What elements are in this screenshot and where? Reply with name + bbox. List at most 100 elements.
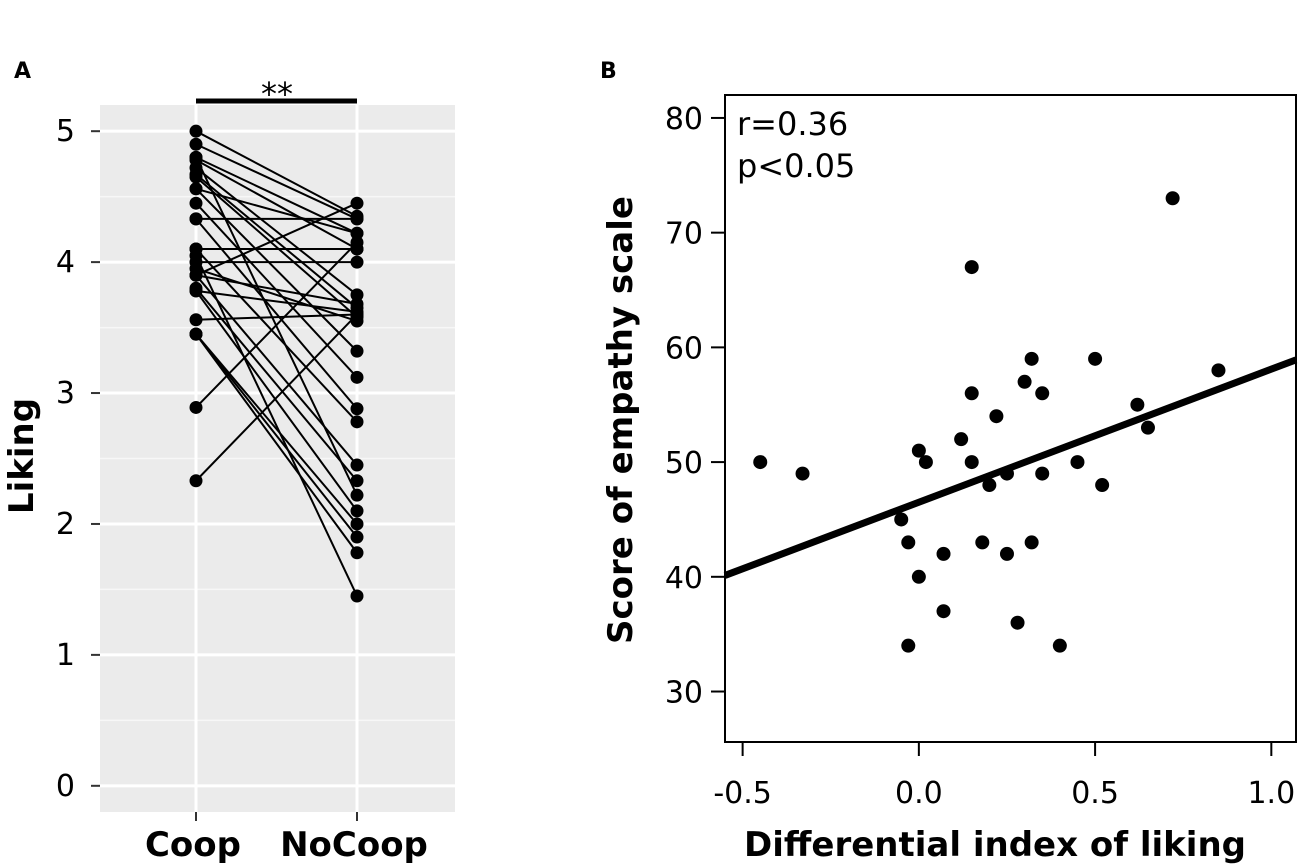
scatter-point: [964, 260, 979, 275]
nocoop-point: [350, 370, 364, 384]
scatter-point: [1035, 386, 1050, 401]
scatter-point: [1140, 420, 1155, 435]
panel-a-y-tick-label: 4: [56, 245, 75, 280]
coop-point: [189, 137, 203, 151]
scatter-point: [1024, 351, 1039, 366]
paired-line: [195, 143, 358, 220]
paired-line: [195, 289, 358, 313]
scatter-point: [753, 455, 768, 470]
paired-line: [195, 156, 358, 235]
paired-line: [195, 176, 358, 318]
panel-b-y-tick-label: 80: [665, 102, 703, 137]
paired-line: [195, 218, 358, 410]
nocoop-point: [350, 546, 364, 560]
paired-line: [195, 274, 358, 305]
scatter-point: [911, 443, 926, 458]
nocoop-point: [350, 504, 364, 518]
correlation-annotation: r=0.36: [737, 105, 848, 143]
panel-b-y-tick-label: 30: [665, 676, 703, 711]
coop-point: [189, 124, 203, 138]
paired-line: [195, 333, 358, 538]
scatter-point: [1017, 374, 1032, 389]
scatter-point: [1130, 397, 1145, 412]
scatter-point: [1035, 466, 1050, 481]
panel-b-y-tick-label: 40: [665, 561, 703, 596]
nocoop-point: [350, 488, 364, 502]
nocoop-point: [350, 235, 364, 249]
paired-line: [195, 313, 358, 482]
scatter-point: [1095, 478, 1110, 493]
scatter-point: [901, 535, 916, 550]
nocoop-point: [350, 530, 364, 544]
panel-b-y-tick-label: 60: [665, 331, 703, 366]
paired-line: [195, 202, 358, 277]
paired-line: [195, 255, 358, 597]
p-value-annotation: p<0.05: [737, 147, 855, 185]
panel-a-y-axis-title: Liking: [2, 398, 42, 514]
panel-a-y-tick-label: 2: [56, 507, 75, 542]
nocoop-point: [350, 415, 364, 429]
panel-b-x-axis-title: Differential index of liking: [744, 825, 1246, 865]
paired-line: [195, 333, 358, 554]
panel-b-frame: [724, 94, 1297, 743]
paired-line: [195, 159, 358, 250]
panel-b-x-tick-label: 1.0: [1247, 776, 1295, 811]
panel-b-x-tick-label: 0.0: [895, 776, 943, 811]
panel-a-x-tick-label: Coop: [145, 825, 241, 865]
scatter-point: [954, 432, 969, 447]
coop-point: [189, 268, 203, 282]
scatter-point: [982, 478, 997, 493]
coop-point: [189, 284, 203, 298]
panel-b-label: B: [600, 59, 617, 84]
panel-a-chart: 0 1 2 3 4 5 Coop NoCoop ** Liking: [2, 75, 455, 865]
nocoop-point: [350, 344, 364, 358]
significance-label: **: [261, 75, 293, 113]
panel-a-y-tick-label: 1: [56, 638, 75, 673]
coop-point: [189, 400, 203, 414]
scatter-point: [964, 455, 979, 470]
scatter-point: [894, 512, 909, 527]
panel-a-y-tick-label: 5: [56, 114, 75, 149]
scatter-point: [918, 455, 933, 470]
paired-line: [195, 333, 358, 525]
scatter-point: [936, 546, 951, 561]
panel-a-x-tick-label: NoCoop: [280, 825, 428, 865]
scatter-point: [901, 638, 916, 653]
nocoop-point: [350, 226, 364, 240]
paired-line: [195, 274, 358, 466]
scatter-point: [975, 535, 990, 550]
scatter-point: [936, 604, 951, 619]
coop-point: [189, 249, 203, 263]
scatter-point: [1211, 363, 1226, 378]
scatter-point: [1165, 191, 1180, 206]
scatter-point: [911, 569, 926, 584]
panel-b-x-tick-label: 0.5: [1071, 776, 1119, 811]
scatter-point: [964, 386, 979, 401]
coop-point: [189, 212, 203, 226]
nocoop-point: [350, 402, 364, 416]
coop-point: [189, 182, 203, 196]
scatter-point: [1052, 638, 1067, 653]
paired-line: [195, 313, 358, 321]
scatter-point: [999, 546, 1014, 561]
nocoop-point: [350, 458, 364, 472]
scatter-point: [989, 409, 1004, 424]
panel-a-y-tick-label: 0: [56, 769, 75, 804]
paired-line: [195, 290, 358, 512]
scatter-point: [1070, 455, 1085, 470]
panel-b-y-tick-label: 70: [665, 217, 703, 252]
paired-line: [195, 287, 358, 482]
paired-line: [195, 156, 358, 496]
paired-line: [195, 130, 358, 218]
panel-b-y-axis-title: Score of empathy scale: [601, 196, 641, 644]
nocoop-point: [350, 517, 364, 531]
coop-point: [189, 474, 203, 488]
coop-point: [189, 313, 203, 327]
scatter-point: [1024, 535, 1039, 550]
nocoop-point: [350, 196, 364, 210]
paired-line: [195, 167, 358, 296]
panel-a-label: A: [14, 59, 31, 84]
nocoop-point: [350, 307, 364, 321]
